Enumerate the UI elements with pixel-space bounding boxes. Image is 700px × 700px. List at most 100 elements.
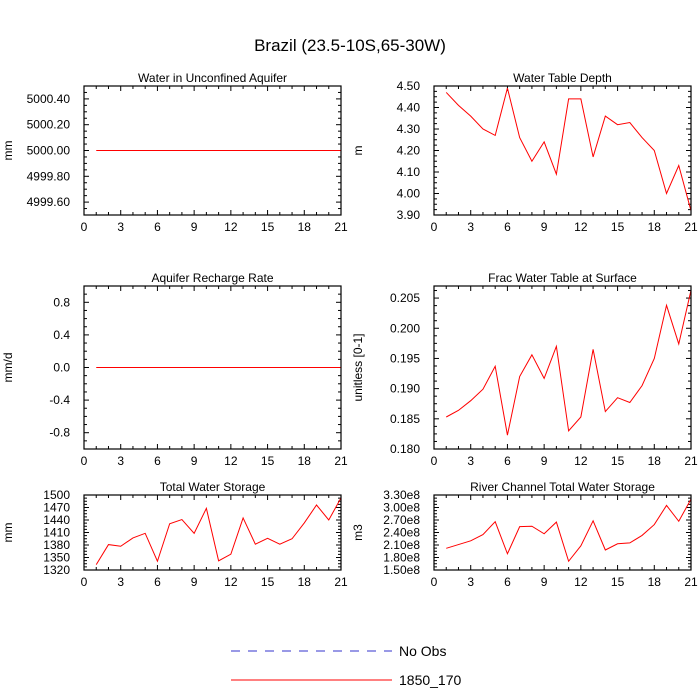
legend-label-2: 1850_170 bbox=[399, 672, 462, 688]
panel-3-title: Aquifer Recharge Rate bbox=[151, 271, 273, 285]
panel-2-ytick-label: 4.40 bbox=[397, 101, 421, 115]
panel-6-ytick-label: 1.50e8 bbox=[383, 563, 420, 577]
panel-6-ytick-label: 2.40e8 bbox=[383, 526, 420, 540]
panel-5-ytick-label: 1440 bbox=[43, 513, 70, 527]
panel-5-xtick-label: 21 bbox=[334, 575, 348, 589]
panel-5-xtick-label: 18 bbox=[298, 575, 312, 589]
panel-4-ytick-label: 0.190 bbox=[390, 382, 420, 396]
panel-1-ylabel: mm bbox=[1, 141, 15, 161]
panel-4-title: Frac Water Table at Surface bbox=[488, 271, 637, 285]
panel-3-ylabel: mm/d bbox=[1, 353, 15, 383]
panel-4-xtick-label: 18 bbox=[648, 454, 662, 468]
panel-4-ytick-label: 0.185 bbox=[390, 412, 420, 426]
panel-6-ytick-label: 3.30e8 bbox=[383, 488, 420, 502]
panel-1-xtick-label: 12 bbox=[224, 220, 238, 234]
panel-5-ytick-label: 1350 bbox=[43, 551, 70, 565]
legend: No Obs 1850_170 bbox=[231, 643, 462, 688]
panel-5-ytick-label: 1410 bbox=[43, 526, 70, 540]
panel-1-ytick-label: 5000.20 bbox=[27, 118, 71, 132]
panel-1-xtick-label: 9 bbox=[191, 220, 198, 234]
panel-3-xtick-label: 6 bbox=[154, 454, 161, 468]
panel-grid: Water in Unconfined Aquifer mm 0 3 6 9 12 15 18 2… bbox=[1, 71, 698, 589]
panel-1-xtick-label: 15 bbox=[261, 220, 275, 234]
figure-title: Brazil (23.5-10S,65-30W) bbox=[254, 36, 446, 55]
panel-3-ytick-label: -0.4 bbox=[49, 393, 70, 407]
panel-2-title: Water Table Depth bbox=[513, 71, 612, 85]
panel-1-xtick-label: 6 bbox=[154, 220, 161, 234]
panel-1-ytick-label: 5000.40 bbox=[27, 92, 71, 106]
panel-6-xtick-label: 18 bbox=[648, 575, 662, 589]
panel-6-frame bbox=[433, 494, 692, 571]
panel-3-ytick-label: -0.8 bbox=[49, 426, 70, 440]
panel-3-xtick-label: 21 bbox=[334, 454, 348, 468]
panel-3-xtick-label: 15 bbox=[261, 454, 275, 468]
panel-1-xtick-label: 0 bbox=[81, 220, 88, 234]
panel-3-xtick-label: 12 bbox=[224, 454, 238, 468]
panel-3-frame bbox=[83, 285, 342, 450]
panel-5-xtick-label: 12 bbox=[224, 575, 238, 589]
panel-2-xtick-label: 9 bbox=[541, 220, 548, 234]
panel-6-xtick-label: 15 bbox=[611, 575, 625, 589]
panel-4: Frac Water Table at Surface unitless [0-1… bbox=[351, 271, 698, 468]
panel-1: Water in Unconfined Aquifer mm 0 3 6 9 12 15 18 2… bbox=[1, 71, 348, 234]
panel-5-title: Total Water Storage bbox=[160, 480, 266, 494]
panel-5-series-line bbox=[95, 497, 342, 565]
panel-2-ytick-label: 4.50 bbox=[397, 79, 421, 93]
panel-2-xtick-label: 3 bbox=[467, 220, 474, 234]
panel-2-xtick-label: 0 bbox=[431, 220, 438, 234]
panel-5-ytick-label: 1500 bbox=[43, 488, 70, 502]
panel-1-ytick-label: 5000.00 bbox=[27, 144, 71, 158]
panel-6-ytick-label: 2.10e8 bbox=[383, 538, 420, 552]
panel-5-ylabel: mm bbox=[1, 523, 15, 543]
panel-4-xtick-label: 0 bbox=[431, 454, 438, 468]
panel-5-xtick-label: 0 bbox=[81, 575, 88, 589]
panel-2-ylabel: m bbox=[351, 146, 365, 156]
panel-3-xtick-label: 18 bbox=[298, 454, 312, 468]
panel-1-ytick-label: 4999.80 bbox=[27, 169, 71, 183]
panel-6-ytick-label: 2.70e8 bbox=[383, 513, 420, 527]
panel-3-xtick-label: 3 bbox=[117, 454, 124, 468]
panel-1-title: Water in Unconfined Aquifer bbox=[138, 71, 287, 85]
panel-2-ytick-label: 4.10 bbox=[397, 165, 421, 179]
panel-4-ytick-label: 0.180 bbox=[390, 442, 420, 456]
panel-6-xtick-label: 9 bbox=[541, 575, 548, 589]
panel-5-xtick-label: 3 bbox=[117, 575, 124, 589]
panel-2-xtick-label: 18 bbox=[648, 220, 662, 234]
panel-3-ytick-label: 0.8 bbox=[53, 295, 70, 309]
panel-5-ytick-label: 1320 bbox=[43, 563, 70, 577]
panel-6-series-line bbox=[446, 498, 692, 563]
panel-2-xtick-label: 6 bbox=[504, 220, 511, 234]
panel-6-xtick-label: 21 bbox=[684, 575, 698, 589]
panel-5-frame bbox=[83, 494, 342, 571]
panel-3: Aquifer Recharge Rate mm/d 0 3 6 9 12 15 18 21 -0.… bbox=[1, 271, 348, 468]
panel-2-xtick-label: 21 bbox=[684, 220, 698, 234]
panel-4-frame bbox=[433, 285, 692, 450]
panel-1-xtick-label: 21 bbox=[334, 220, 348, 234]
panel-1-ytick-label: 4999.60 bbox=[27, 195, 71, 209]
panel-2-ytick-label: 3.90 bbox=[397, 208, 421, 222]
panel-2-ytick-label: 4.00 bbox=[397, 187, 421, 201]
panel-2: Water Table Depth m 0 3 6 9 12 15 18 21 3.90 4.00 4.… bbox=[351, 71, 698, 234]
panel-3-ytick-label: 0.4 bbox=[53, 328, 70, 342]
panel-2-ytick-label: 4.20 bbox=[397, 144, 421, 158]
panel-2-series-line bbox=[445, 88, 692, 211]
panel-5-xtick-label: 6 bbox=[154, 575, 161, 589]
panel-4-xtick-label: 12 bbox=[574, 454, 588, 468]
panel-3-xtick-label: 9 bbox=[191, 454, 198, 468]
panel-4-ytick-label: 0.195 bbox=[390, 351, 420, 365]
panel-3-xtick-label: 0 bbox=[81, 454, 88, 468]
panel-4-xtick-label: 9 bbox=[541, 454, 548, 468]
panel-4-ylabel: unitless [0-1] bbox=[351, 333, 365, 401]
panel-6-ytick-label: 1.80e8 bbox=[383, 551, 420, 565]
panel-6-ytick-label: 3.00e8 bbox=[383, 501, 420, 515]
panel-2-frame bbox=[433, 85, 692, 216]
panel-1-xtick-label: 3 bbox=[117, 220, 124, 234]
panel-3-ytick-label: 0.0 bbox=[53, 361, 70, 375]
panel-6-xtick-label: 0 bbox=[431, 575, 438, 589]
legend-label-1: No Obs bbox=[399, 643, 446, 659]
panel-5-xtick-label: 9 bbox=[191, 575, 198, 589]
panel-4-ytick-label: 0.200 bbox=[390, 321, 420, 335]
panel-5: Total Water Storage mm 0 3 6 9 12 15 18 21 1320135… bbox=[1, 480, 348, 589]
panel-6-title: River Channel Total Water Storage bbox=[470, 480, 655, 494]
